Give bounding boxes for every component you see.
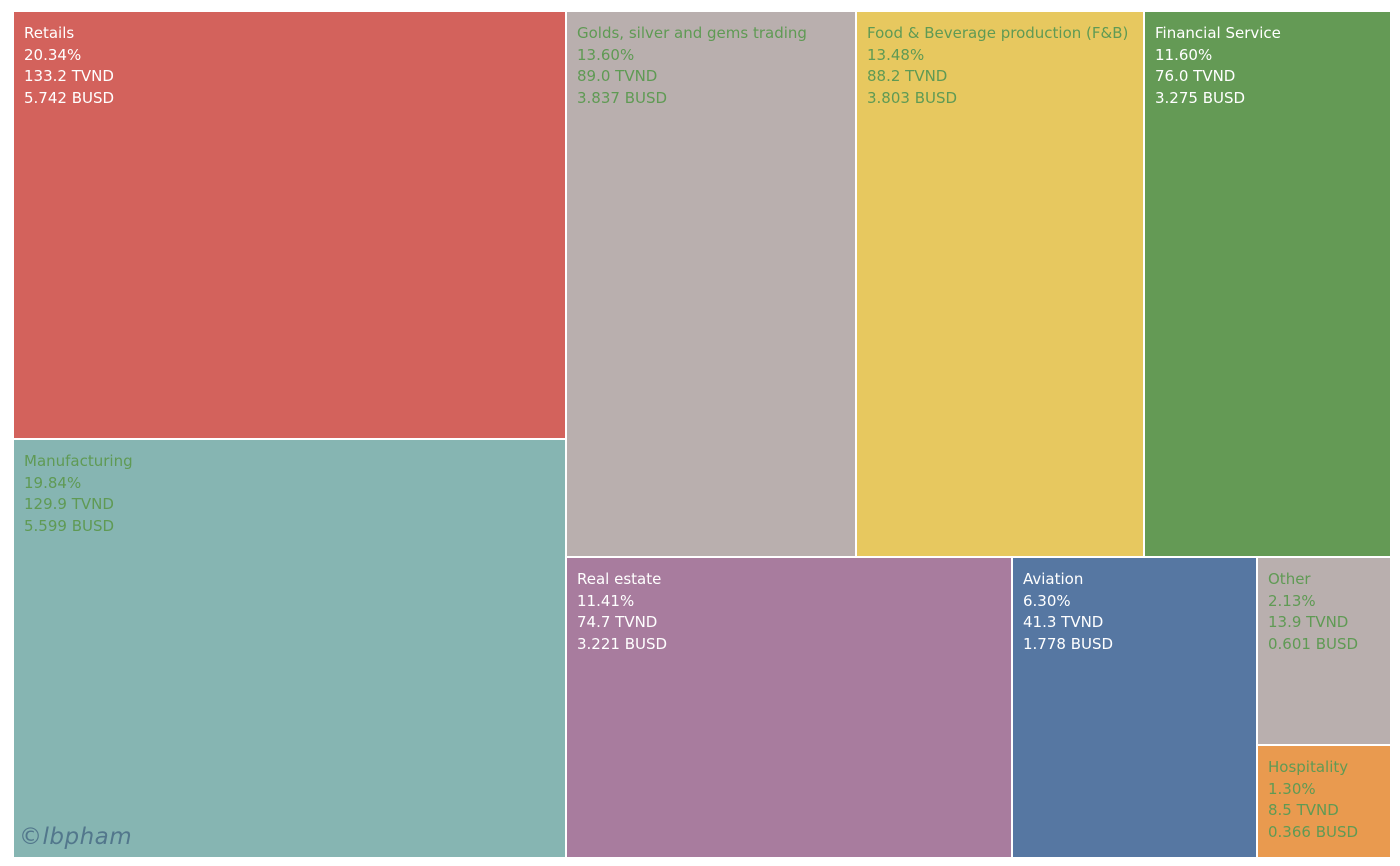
tile-label: Real estate 11.41% 74.7 TVND 3.221 BUSD: [577, 569, 667, 655]
tile-tvnd-value: 74.7 TVND: [577, 613, 658, 632]
tile-percent: 11.41%: [577, 591, 635, 610]
tile-tvnd-value: 89.0 TVND: [577, 67, 658, 86]
watermark: ©lbpham: [19, 824, 133, 850]
tile-name: Food & Beverage production (F&B): [867, 24, 1129, 42]
tile-tvnd-value: 13.9 TVND: [1268, 613, 1349, 632]
tile-busd-value: 3.275 BUSD: [1155, 88, 1246, 107]
tile-busd-value: 3.837 BUSD: [577, 88, 668, 107]
tile-busd-value: 0.366 BUSD: [1268, 822, 1359, 841]
tile-percent: 13.48%: [867, 45, 925, 64]
tile-name: Other: [1268, 570, 1311, 588]
tile-busd-value: 3.221 BUSD: [577, 634, 668, 653]
tile-label: Manufacturing 19.84% 129.9 TVND 5.599 BUSD: [24, 451, 133, 537]
tile-percent: 11.60%: [1155, 45, 1213, 64]
tile-name: Aviation: [1023, 570, 1084, 588]
tile-tvnd-value: 129.9 TVND: [24, 495, 114, 514]
tile-percent: 1.30%: [1268, 779, 1316, 798]
tile-percent: 6.30%: [1023, 591, 1071, 610]
treemap-tile-retails: Retails 20.34% 133.2 TVND 5.742 BUSD: [13, 11, 566, 439]
tile-busd-value: 5.599 BUSD: [24, 516, 115, 535]
tile-label: Hospitality 1.30% 8.5 TVND 0.366 BUSD: [1268, 757, 1358, 843]
tile-name: Manufacturing: [24, 452, 133, 470]
tile-busd-value: 5.742 BUSD: [24, 88, 115, 107]
treemap-tile-hospitality: Hospitality 1.30% 8.5 TVND 0.366 BUSD: [1257, 745, 1391, 858]
treemap-tile-food-beverage-production-f-b: Food & Beverage production (F&B) 13.48% 88…: [856, 11, 1144, 557]
tile-busd-value: 1.778 BUSD: [1023, 634, 1114, 653]
tile-percent: 13.60%: [577, 45, 635, 64]
treemap-tile-aviation: Aviation 6.30% 41.3 TVND 1.778 BUSD: [1012, 557, 1257, 858]
tile-name: Real estate: [577, 570, 662, 588]
tile-name: Hospitality: [1268, 758, 1349, 776]
tile-percent: 19.84%: [24, 473, 82, 492]
tile-label: Retails 20.34% 133.2 TVND 5.742 BUSD: [24, 23, 114, 109]
tile-name: Retails: [24, 24, 75, 42]
tile-tvnd-value: 41.3 TVND: [1023, 613, 1104, 632]
tile-percent: 20.34%: [24, 45, 82, 64]
tile-name: Golds, silver and gems trading: [577, 24, 807, 42]
treemap-tile-real-estate: Real estate 11.41% 74.7 TVND 3.221 BUSD: [566, 557, 1012, 858]
treemap-tile-financial-service: Financial Service 11.60% 76.0 TVND 3.275 BU…: [1144, 11, 1391, 557]
tile-name: Financial Service: [1155, 24, 1281, 42]
treemap-tile-manufacturing: Manufacturing 19.84% 129.9 TVND 5.599 BUSD: [13, 439, 566, 858]
tile-label: Golds, silver and gems trading 13.60% 89.0…: [577, 23, 807, 109]
tile-tvnd-value: 76.0 TVND: [1155, 67, 1236, 86]
tile-tvnd-value: 8.5 TVND: [1268, 801, 1339, 820]
tile-tvnd-value: 88.2 TVND: [867, 67, 948, 86]
tile-busd-value: 0.601 BUSD: [1268, 634, 1359, 653]
tile-label: Food & Beverage production (F&B) 13.48% 88…: [867, 23, 1128, 109]
tile-tvnd-value: 133.2 TVND: [24, 67, 114, 86]
treemap-tile-golds-silver-and-gems-trading: Golds, silver and gems trading 13.60% 89.0…: [566, 11, 856, 557]
tile-busd-value: 3.803 BUSD: [867, 88, 958, 107]
tile-label: Other 2.13% 13.9 TVND 0.601 BUSD: [1268, 569, 1358, 655]
treemap-tile-other: Other 2.13% 13.9 TVND 0.601 BUSD: [1257, 557, 1391, 745]
tile-label: Aviation 6.30% 41.3 TVND 1.778 BUSD: [1023, 569, 1113, 655]
tile-percent: 2.13%: [1268, 591, 1316, 610]
tile-label: Financial Service 11.60% 76.0 TVND 3.275 BU…: [1155, 23, 1281, 109]
